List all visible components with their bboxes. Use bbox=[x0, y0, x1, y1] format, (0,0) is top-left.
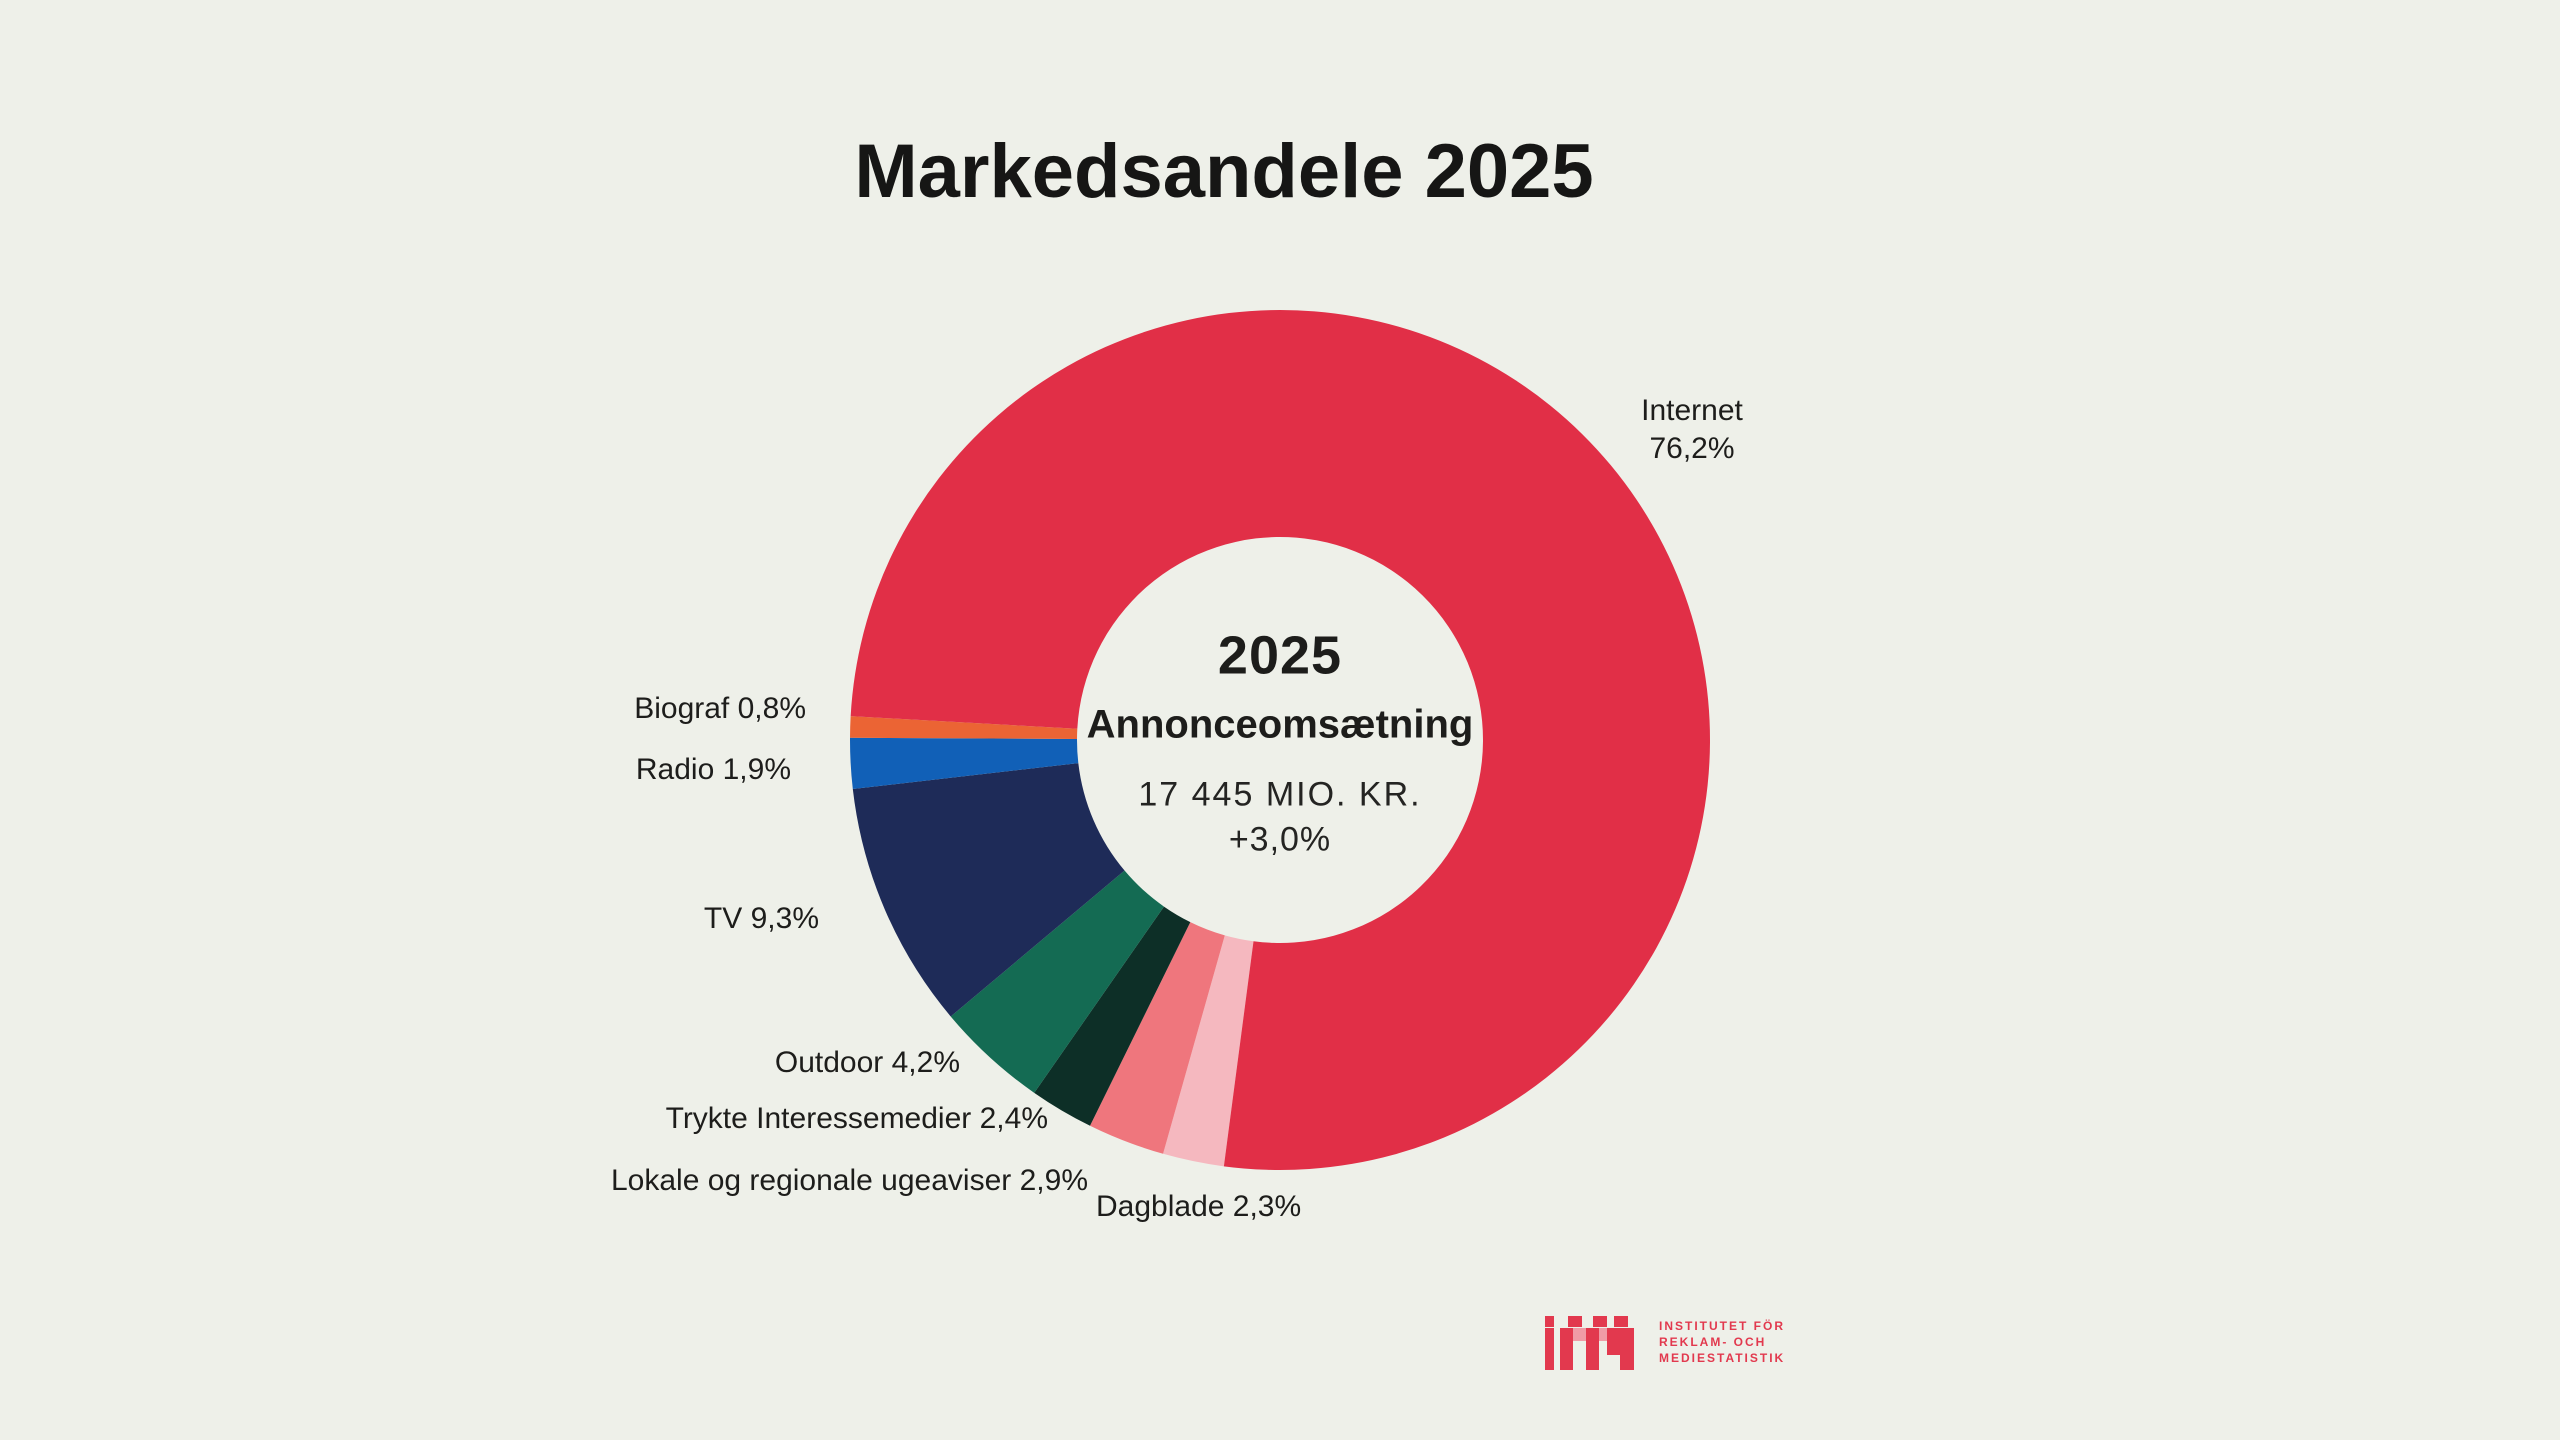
center-change: +3,0% bbox=[1228, 820, 1332, 859]
slice-label-internet: Internet 76,2% bbox=[1641, 392, 1743, 467]
slice-label-internet-share: 76,2% bbox=[1649, 431, 1735, 465]
donut-slice-biograf bbox=[850, 716, 1078, 739]
donut-slice-tv bbox=[852, 763, 1125, 1017]
donut-center-annotation: 2025 Annonceomsætning 17 445 MIO. KR. +3… bbox=[1070, 625, 1490, 860]
slice-label-dagblade: Dagblade 2,3% bbox=[1096, 1190, 1302, 1223]
donut-slice-lokale-og-regionale-ugeaviser bbox=[1090, 922, 1225, 1154]
center-year: 2025 bbox=[1217, 625, 1343, 686]
donut-slice-radio bbox=[850, 737, 1079, 789]
donut-slice-internet bbox=[850, 309, 1710, 1170]
irm-logo-text: INSTITUTET FÖR REKLAM- OCH MEDIESTATISTI… bbox=[1659, 1319, 1786, 1365]
slice-label-internet-name: Internet bbox=[1641, 394, 1743, 427]
page-title: Markedsandele 2025 bbox=[854, 129, 1594, 214]
slice-label-radio: Radio 1,9% bbox=[635, 753, 791, 786]
donut-chart bbox=[850, 309, 1710, 1170]
slice-label-trykte-interessemedier: Trykte Interessemedier 2,4% bbox=[665, 1102, 1048, 1135]
slice-label-tv: TV 9,3% bbox=[703, 902, 819, 935]
slice-label-outdoor: Outdoor 4,2% bbox=[774, 1046, 960, 1079]
irm-logo: INSTITUTET FÖR REKLAM- OCH MEDIESTATISTI… bbox=[1545, 1316, 1785, 1370]
center-label: Annonceomsætning bbox=[1086, 702, 1474, 747]
donut-slice-trykte-interessemedier bbox=[1034, 906, 1191, 1126]
center-value: 17 445 MIO. KR. bbox=[1138, 775, 1422, 814]
donut-slice-dagblade bbox=[1163, 935, 1254, 1167]
donut-slice-outdoor bbox=[950, 870, 1164, 1093]
slice-label-biograf: Biograf 0,8% bbox=[634, 692, 806, 725]
slice-label-lokale-og-regionale-ugeaviser: Lokale og regionale ugeaviser 2,9% bbox=[610, 1164, 1088, 1197]
irm-logo-mark-icon bbox=[1545, 1316, 1634, 1370]
